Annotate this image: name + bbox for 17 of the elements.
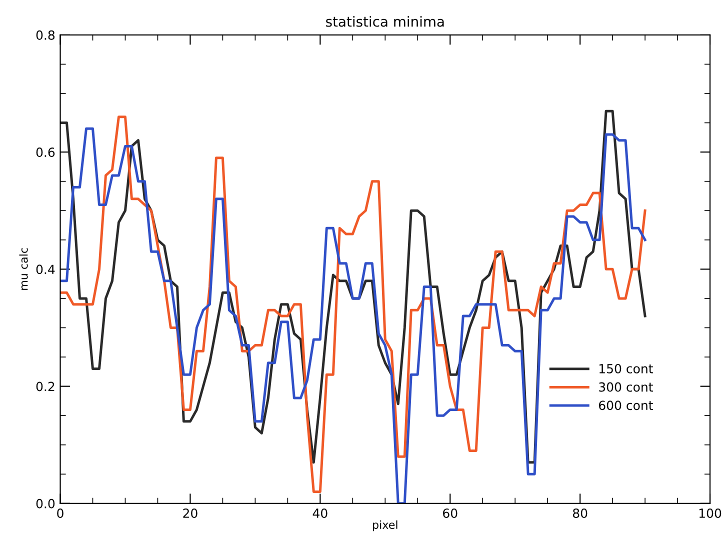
y-tick-label: 0.4 [36,264,55,274]
x-axis-title: pixel [373,520,398,532]
chart-title: statistica minima [326,16,444,27]
x-tick-label: 60 [443,508,458,518]
legend-label: 600 cont [598,400,653,410]
y-tick-label: 0.0 [36,498,55,508]
legend-label: 150 cont [599,364,653,374]
y-axis-title: mu calc [19,248,28,290]
y-tick-label: 0.8 [36,30,55,40]
legend-label: 300 cont [599,382,653,392]
x-tick-label: 40 [312,508,328,518]
x-tick-label: 100 [699,508,722,518]
x-tick-label: 80 [572,508,588,518]
x-tick-label: 20 [183,508,198,518]
x-tick-label: 0 [57,508,64,518]
y-tick-label: 0.2 [36,382,54,392]
y-tick-label: 0.6 [36,148,55,157]
